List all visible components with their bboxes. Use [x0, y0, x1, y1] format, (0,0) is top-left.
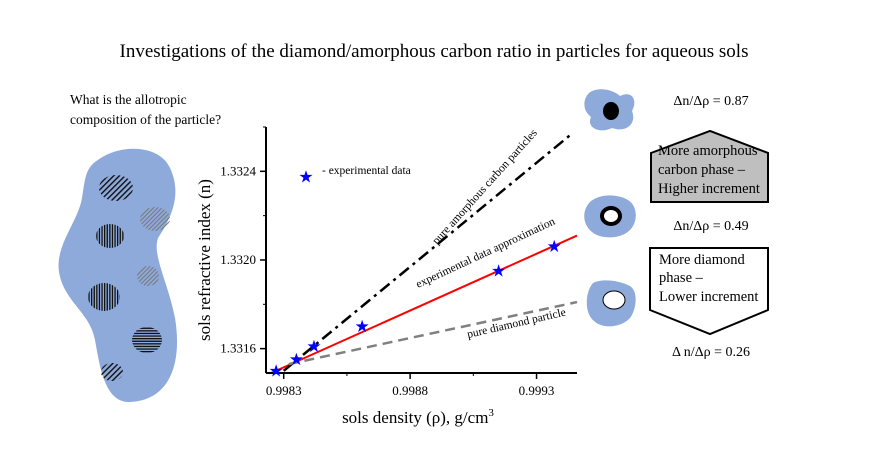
approximation-line	[270, 234, 578, 374]
inclusion-circle	[88, 283, 120, 311]
ratio-diamond: Δ n/Δρ = 0.26	[672, 345, 750, 360]
particle-illustration	[58, 148, 178, 403]
diamond-box-line-3: Lower increment	[659, 289, 758, 305]
diamond-box-line-1: More diamond	[659, 252, 746, 268]
figure-title: Investigations of the diamond/amorphous …	[120, 41, 749, 62]
y-tick-label: 1.3316	[220, 341, 256, 356]
chart-lines	[270, 132, 578, 374]
data-point: ★	[354, 317, 369, 336]
diamond-box-line-2: phase –	[659, 270, 704, 286]
inclusion-circle	[96, 224, 124, 248]
amorphous-box-line-3: Higher increment	[658, 181, 760, 197]
data-point: ★	[289, 350, 304, 369]
inclusion-circle	[137, 266, 159, 286]
data-point: ★	[491, 262, 506, 281]
x-axis-title: sols density (ρ), g/cm3	[342, 407, 494, 427]
chart-axes: 1.3316 1.3320 1.3324 0.9983 0.9988 0.9993	[220, 126, 577, 398]
inclusion-circle	[101, 363, 123, 381]
diamond-info-box: More diamond phase – Lower increment	[649, 247, 769, 336]
diamond-line	[288, 300, 578, 366]
y-axis-title: sols refractive index (n)	[195, 179, 214, 341]
mixed-particle	[584, 195, 636, 238]
question-line-2: composition of the particle?	[70, 112, 221, 127]
y-tick-label: 1.3320	[220, 252, 256, 267]
chart-points: ★★★★★★	[268, 237, 561, 380]
amorphous-info-box: More amorphous carbon phase – Higher inc…	[650, 129, 769, 203]
legend-label: - experimental data	[322, 165, 411, 177]
data-point: ★	[306, 337, 321, 356]
x-axis-title-sup: 3	[488, 407, 494, 419]
question-line-1: What is the allotropic	[70, 92, 187, 107]
ratio-amorphous: Δn/Δρ = 0.87	[673, 94, 748, 109]
amorphous-box-line-2: carbon phase –	[658, 162, 746, 178]
y-tick-label: 1.3324	[220, 163, 256, 178]
diamond-box-shape	[649, 247, 769, 336]
x-tick-label: 0.9993	[519, 383, 555, 398]
particle-core-ring	[600, 206, 622, 226]
amorphous-box-line-1: More amorphous	[658, 143, 758, 159]
inclusion-circle	[132, 327, 162, 353]
amorphous-line	[282, 132, 573, 372]
amorphous-particle	[584, 89, 635, 131]
inclusion-circle	[99, 175, 133, 201]
ratio-mixed: Δn/Δρ = 0.49	[673, 219, 748, 234]
amorphous-box-shape	[650, 129, 769, 203]
inclusion-circle	[140, 207, 170, 231]
particle-core-white	[602, 290, 626, 310]
legend-marker: ★	[298, 168, 313, 187]
x-tick-label: 0.9988	[392, 383, 428, 398]
x-tick-label: 0.9983	[266, 383, 302, 398]
particle-core-black	[603, 102, 619, 120]
chart-legend: ★ - experimental data	[298, 165, 410, 187]
diamond-particle	[586, 280, 636, 327]
data-point: ★	[547, 237, 562, 256]
data-point: ★	[268, 361, 283, 380]
x-axis-title-main: sols density (ρ), g/cm	[342, 408, 488, 427]
